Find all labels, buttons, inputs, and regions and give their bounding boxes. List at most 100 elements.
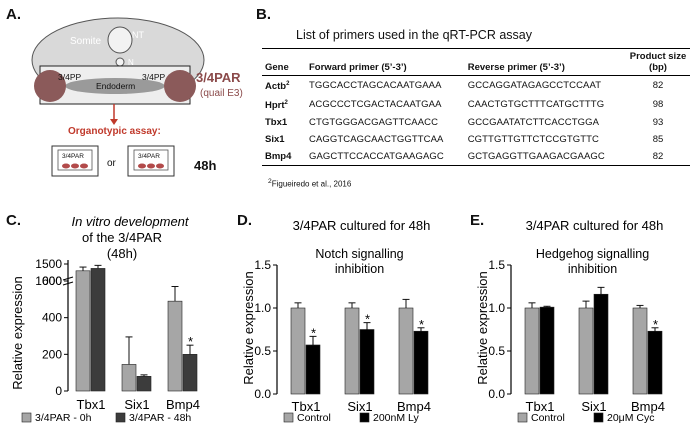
endoderm-label: Endoderm [96,81,135,91]
y-tick-label: 0 [55,384,62,398]
legend-swatch [283,412,294,423]
par-sub-label: (quail E3) [200,88,243,99]
bar [578,307,594,395]
reverse-primer: GCCAGGATAGAGCCTCCAAT [467,80,602,92]
bar [647,330,663,395]
down-arrow-head [110,119,118,125]
bar [632,307,648,395]
explant-right-1 [138,163,146,169]
axis-break-mark [62,281,74,286]
x-tick-label: Tbx1 [526,399,555,414]
x-tick-label: Tbx1 [292,399,321,414]
y-tick-label: 0.0 [488,387,505,401]
n-label: N [128,58,134,67]
pp-right-label: 3/4PP [142,72,165,82]
y-tick-label: 600 [42,274,62,288]
y-tick-label: 1.5 [254,258,271,272]
chart-d: 3/4PAR cultured for 48h Notch signallingi… [241,218,431,424]
legend-label: Control [297,412,331,424]
y-tick-label: 400 [42,311,62,325]
x-tick-label: Six1 [347,399,372,414]
x-tick-label: Bmp4 [397,399,431,414]
primer-table: Gene Forward primer (5’-3’) Reverse prim… [262,48,690,167]
gene-name: Bmp4 [265,151,292,163]
bar [413,330,429,395]
x-tick-label: Bmp4 [631,399,665,414]
legend-swatch [593,412,604,423]
legend-label: Control [531,412,565,424]
forward-primer: CAGGTCAGCAACTGGTTCAA [309,134,444,146]
chart-c-title-line2: of the 3/4PAR [82,230,162,245]
product-size: 85 [652,134,664,146]
y-tick-label: 1500 [35,257,62,271]
primer-gene: Bmp4 [262,148,306,167]
legend-swatch [115,412,126,423]
pouch-right [164,70,196,102]
primer-row: Bmp4 GAGCTTCCACCATGAAGAGC GCTGAGGTTGAAGACG… [262,148,690,167]
legend-label: 3/4PAR - 48h [129,412,191,424]
bar [167,300,183,392]
significance-star: * [653,317,658,332]
legend-swatch [359,412,370,423]
product-size: 93 [652,117,664,129]
forward-primer: CTGTGGGACGAGTTCAACC [309,117,439,129]
explant-left-1 [62,163,70,169]
panel-letter-e: E. [470,212,485,229]
panel-letter-d: D. [237,212,252,229]
header-gene: Gene [262,48,306,76]
y-tick-label: 1000 [35,274,62,288]
reverse-primer: GCTGAGGTTGAAGACGAAGC [464,148,626,167]
reverse-primer: CAACTGTGCTTTCATGCTTTG [467,99,605,111]
x-tick-label: Tbx1 [77,397,106,412]
gene-name: Six1 [265,134,285,146]
primer-row: Six1 CAGGTCAGCAACTGGTTCAA CGTTGTTGTTCTCCGT… [262,131,690,148]
explant-right-2 [147,163,155,169]
par-label: 3/4PAR [196,70,241,85]
panel-letter-b: B. [256,6,271,23]
bar [305,344,321,395]
reverse-primer: GCCGAATATCTTCACCTGGA [467,117,600,129]
chart-subtitle-line2: inhibition [335,262,384,276]
somite-label: Somite [70,36,102,47]
neural-tube [107,26,133,54]
bar [539,306,555,395]
primer-gene: Hprt2 [262,95,306,114]
bar [136,376,152,392]
bar [344,307,360,395]
bar [75,270,91,392]
gene-name: Hprt [265,100,285,112]
legend-swatch [517,412,528,423]
y-tick-label: 200 [42,347,62,361]
panel-a-schematic: Somite NT N 3/4PP 3/4PP Endoderm 3/4PAR … [31,17,243,177]
reverse-primer: CGTTGTTGTTCTCCGTGTTC [467,134,599,146]
header-product-size: Product size (bp) [626,48,690,76]
x-tick-label: Bmp4 [166,397,200,412]
header-reverse: Reverse primer (5’-3’) [464,48,626,76]
product-size: 98 [652,99,664,111]
legend-label: 3/4PAR - 0h [35,412,92,424]
y-tick-label: 1.0 [254,301,271,315]
primer-table-title: List of primers used in the qRT-PCR assa… [296,28,532,42]
gene-name: Actb [265,81,287,93]
gene-name: Tbx1 [265,117,288,129]
bar [121,364,137,392]
endoderm-band [65,78,165,94]
notochord [115,57,125,67]
y-tick-label: 1.5 [488,258,505,272]
footnote-sup: 2 [268,178,272,185]
legend-swatch [21,412,32,423]
y-tick-label: 1.0 [488,301,505,315]
gene-ref-sup: 2 [284,100,288,107]
explant-left-2 [71,163,79,169]
chart-subtitle-line2: inhibition [568,262,617,276]
primer-row: Tbx1 CTGTGGGACGAGTTCAACC GCCGAATATCTTCACCT… [262,114,690,131]
significance-star: * [365,312,370,327]
bar [290,307,306,395]
bar [593,293,609,395]
bar [524,307,540,395]
significance-star: * [188,334,193,349]
chart-title-top: 3/4PAR cultured for 48h [293,218,431,233]
y-tick-label: 0.5 [254,344,271,358]
assay-label: Organotypic assay: [68,126,161,137]
